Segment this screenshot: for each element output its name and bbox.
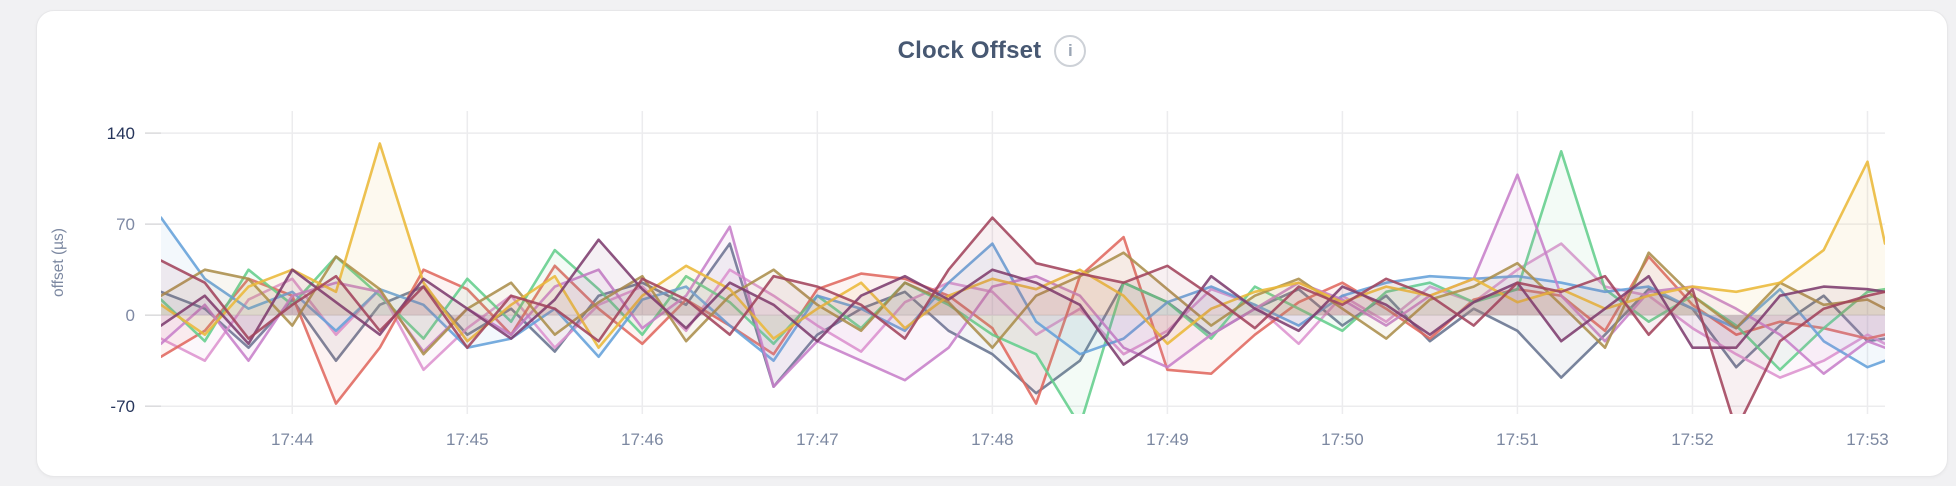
x-tick-label: 17:45 — [446, 430, 489, 449]
series-area-orchid — [161, 174, 1885, 387]
y-tick-label: 140 — [107, 124, 135, 143]
clock-offset-chart[interactable]: 140 70 0 -70 17:44 17:45 17:46 17:47 17:48 17:49 1… — [37, 11, 1949, 478]
y-tick-label: 70 — [116, 215, 135, 234]
series-line-blue — [161, 216, 1885, 369]
x-tick-label: 17:46 — [621, 430, 664, 449]
series-area-slate — [161, 243, 1885, 394]
series-area-red — [161, 237, 1885, 404]
info-icon[interactable]: i — [1054, 35, 1087, 67]
x-tick-label: 17:49 — [1146, 430, 1189, 449]
y-tick-label: 0 — [126, 306, 135, 325]
series-area-blue — [161, 217, 1885, 368]
x-tick-label: 17:53 — [1846, 430, 1889, 449]
y-axis-label: offset (µs) — [50, 228, 67, 297]
x-tick-label: 17:48 — [971, 430, 1014, 449]
series-line-maroon — [161, 216, 1885, 414]
series-line-red — [161, 235, 1885, 405]
series-area-gold — [161, 143, 1885, 348]
clock-offset-card: Clock Offset i 140 70 0 -70 17:44 17:45 17:46 1… — [36, 10, 1948, 477]
x-tick-label: 17:51 — [1496, 430, 1539, 449]
series-area-purple — [161, 239, 1885, 365]
chart-header: Clock Offset i — [37, 35, 1947, 67]
series-area-green — [161, 151, 1885, 414]
series-line-slate — [161, 242, 1885, 395]
chart-title: Clock Offset — [897, 37, 1042, 64]
x-tick-label: 17:50 — [1321, 430, 1364, 449]
series-group — [161, 142, 1885, 414]
x-tick-label: 17:47 — [796, 430, 839, 449]
y-tick-label: -70 — [110, 397, 135, 416]
series-area-maroon — [161, 217, 1885, 414]
series-line-gold — [161, 142, 1885, 349]
x-tick-label: 17:44 — [271, 430, 314, 449]
x-tick-label: 17:52 — [1671, 430, 1714, 449]
